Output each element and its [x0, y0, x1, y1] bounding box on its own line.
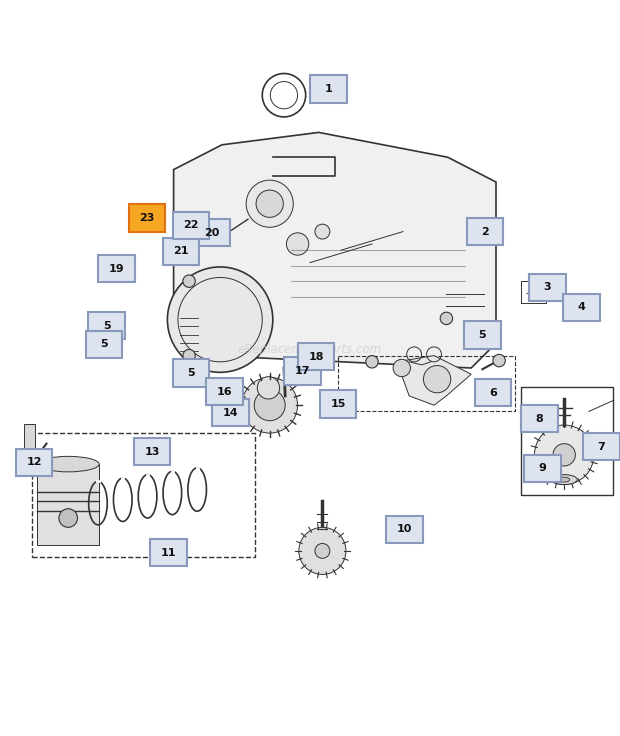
FancyBboxPatch shape	[475, 379, 511, 406]
FancyBboxPatch shape	[386, 515, 423, 543]
Circle shape	[423, 366, 451, 393]
Text: 5: 5	[103, 321, 110, 331]
FancyBboxPatch shape	[467, 218, 503, 245]
FancyBboxPatch shape	[151, 539, 187, 567]
FancyBboxPatch shape	[129, 205, 165, 232]
FancyBboxPatch shape	[133, 438, 170, 465]
FancyBboxPatch shape	[298, 343, 335, 370]
Text: 19: 19	[108, 263, 125, 274]
Text: 20: 20	[205, 228, 219, 238]
FancyBboxPatch shape	[563, 294, 600, 321]
Text: 14: 14	[223, 408, 239, 417]
Text: 21: 21	[173, 247, 188, 256]
Text: 15: 15	[330, 399, 345, 409]
FancyBboxPatch shape	[320, 390, 356, 417]
Text: 5: 5	[187, 368, 195, 378]
Circle shape	[256, 190, 283, 217]
Circle shape	[195, 230, 205, 240]
Circle shape	[167, 267, 273, 372]
FancyBboxPatch shape	[172, 359, 209, 386]
Text: 17: 17	[295, 366, 311, 376]
Circle shape	[366, 355, 378, 368]
Circle shape	[59, 509, 78, 527]
FancyBboxPatch shape	[529, 274, 565, 301]
FancyBboxPatch shape	[162, 238, 199, 265]
PathPatch shape	[174, 132, 496, 368]
FancyBboxPatch shape	[311, 75, 347, 102]
Text: 12: 12	[26, 457, 42, 467]
Text: 11: 11	[161, 548, 177, 558]
Circle shape	[315, 543, 330, 559]
Circle shape	[553, 444, 575, 466]
Text: 5: 5	[100, 339, 108, 350]
Circle shape	[299, 527, 346, 575]
Text: 22: 22	[184, 220, 198, 230]
Bar	[24, 424, 35, 455]
Text: 18: 18	[309, 352, 324, 362]
FancyBboxPatch shape	[284, 358, 321, 385]
Text: 1: 1	[325, 84, 332, 94]
Bar	[32, 433, 255, 557]
Text: 10: 10	[397, 524, 412, 534]
FancyBboxPatch shape	[212, 399, 249, 426]
Circle shape	[187, 225, 197, 236]
Circle shape	[440, 312, 453, 325]
Text: 3: 3	[544, 283, 551, 292]
FancyBboxPatch shape	[193, 219, 231, 247]
FancyBboxPatch shape	[98, 255, 135, 283]
FancyBboxPatch shape	[583, 433, 620, 461]
Circle shape	[393, 359, 410, 377]
FancyBboxPatch shape	[86, 330, 123, 358]
FancyBboxPatch shape	[88, 312, 125, 339]
Circle shape	[183, 350, 195, 362]
FancyBboxPatch shape	[172, 212, 209, 239]
Circle shape	[286, 233, 309, 255]
FancyBboxPatch shape	[16, 449, 52, 476]
FancyBboxPatch shape	[521, 406, 557, 433]
Text: 13: 13	[144, 447, 159, 457]
Circle shape	[246, 180, 293, 227]
FancyBboxPatch shape	[206, 378, 242, 406]
FancyBboxPatch shape	[525, 455, 561, 482]
Circle shape	[254, 389, 285, 421]
Text: 6: 6	[489, 388, 497, 397]
Ellipse shape	[37, 456, 99, 472]
Circle shape	[315, 224, 330, 239]
Circle shape	[534, 425, 594, 484]
Text: 16: 16	[216, 386, 232, 397]
Ellipse shape	[551, 475, 577, 484]
Polygon shape	[397, 355, 471, 406]
Text: 4: 4	[578, 302, 585, 312]
Text: 23: 23	[140, 213, 154, 223]
Text: 7: 7	[598, 442, 605, 452]
FancyBboxPatch shape	[464, 322, 501, 349]
Circle shape	[493, 354, 505, 367]
Text: 9: 9	[539, 464, 546, 473]
Text: eReplacementParts.com: eReplacementParts.com	[238, 343, 382, 356]
Ellipse shape	[559, 477, 570, 482]
Text: 2: 2	[481, 227, 489, 236]
Bar	[521, 386, 613, 495]
Circle shape	[257, 377, 280, 399]
Circle shape	[242, 378, 298, 433]
Text: 5: 5	[479, 330, 486, 340]
Circle shape	[183, 275, 195, 287]
Text: 8: 8	[536, 414, 543, 424]
Bar	[37, 464, 99, 545]
